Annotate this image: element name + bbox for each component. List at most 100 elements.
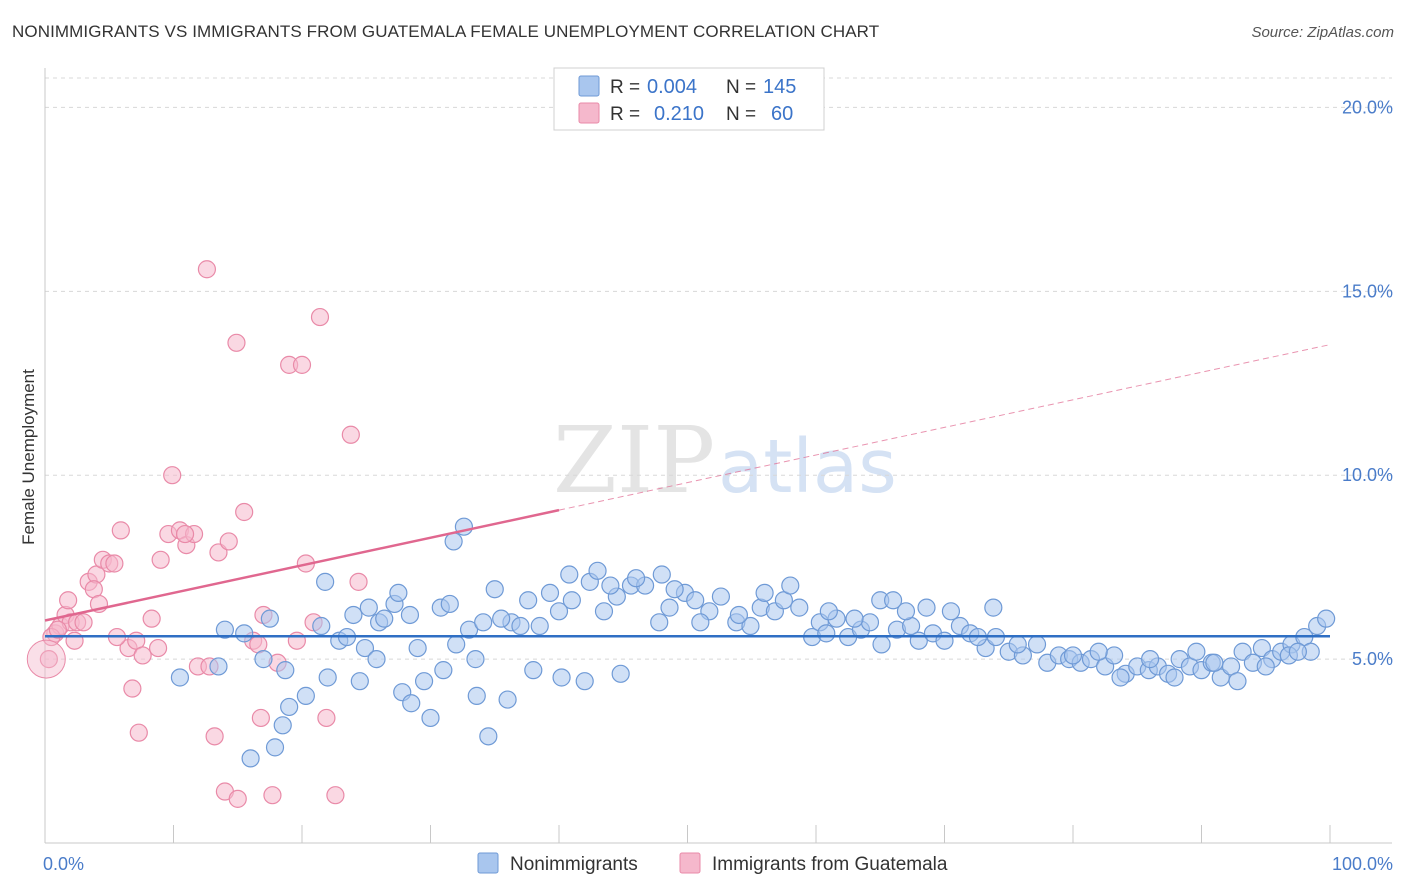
nonimmigrant-point	[444, 532, 463, 551]
nonimmigrant-point	[344, 605, 363, 625]
guatemala-point	[317, 708, 336, 728]
guatemala-point	[205, 727, 224, 746]
guatemala-point	[219, 532, 238, 551]
guatemala-point	[129, 723, 148, 742]
bottom-legend-swatch-guatemala	[679, 852, 701, 874]
y-tick-label: 20.0%	[1342, 97, 1393, 117]
guatemala-point	[48, 620, 67, 639]
bottom-legend-swatch-nonimmigrants	[477, 852, 499, 874]
gridlines	[45, 77, 1392, 660]
legend-r-label-nonimmigrants: R =	[610, 77, 640, 98]
guatemala-point	[133, 646, 152, 665]
legend-n-label-guatemala: N =	[726, 104, 756, 125]
nonimmigrant-point	[691, 613, 710, 632]
y-axis-label: Female Unemployment	[19, 369, 38, 545]
nonimmigrant-point	[872, 635, 891, 654]
x-tick-labels: 0.0% 100.0%	[43, 854, 1393, 874]
nonimmigrant-point	[519, 591, 538, 610]
legend-n-label-nonimmigrants: N =	[726, 77, 756, 98]
nonimmigrant-point	[729, 605, 749, 625]
nonimmigrant-point	[467, 686, 486, 705]
guatemala-point	[175, 524, 195, 544]
nonimmigrant-point	[1228, 672, 1247, 691]
guatemala-point	[105, 554, 124, 573]
guatemala-point	[163, 466, 182, 485]
nonimmigrant-point	[660, 598, 679, 617]
nonimmigrant-point	[817, 624, 836, 643]
guatemala-point	[65, 631, 84, 650]
trend-line-guatemala	[44, 508, 560, 622]
nonimmigrant-point	[741, 616, 760, 636]
legend-swatch-guatemala	[578, 102, 600, 124]
nonimmigrant-point	[367, 650, 386, 669]
nonimmigrant-point	[935, 631, 954, 650]
guatemala-point	[123, 679, 142, 698]
guatemala-point	[228, 789, 247, 808]
watermark: ZIP atlas	[553, 407, 897, 514]
guatemala-point	[142, 609, 161, 628]
nonimmigrant-point	[686, 591, 705, 610]
nonimmigrant-point	[447, 635, 466, 654]
nonimmigrant-point	[434, 661, 453, 680]
nonimmigrant-point	[1288, 642, 1307, 661]
nonimmigrant-point	[215, 620, 234, 639]
nonimmigrant-point	[1317, 609, 1336, 628]
legend-r-value-guatemala: 0.210	[654, 103, 704, 125]
nonimmigrant-point	[790, 598, 809, 617]
nonimmigrant-point	[1105, 646, 1124, 665]
guatemala-point-large	[26, 639, 66, 679]
guatemala-point	[251, 708, 270, 728]
nonimmigrant-point	[350, 672, 369, 691]
stats-legend: R = 0.004 N = 145 R = 0.210 N = 60	[553, 67, 825, 131]
guatemala-point	[310, 307, 330, 327]
watermark-atlas: atlas	[718, 424, 897, 510]
nonimmigrant-point	[575, 672, 594, 691]
guatemala-point	[74, 613, 93, 632]
nonimmigrant-point	[1165, 668, 1184, 687]
guatemala-point	[263, 786, 282, 805]
nonimmigrant-point	[400, 605, 420, 625]
legend-r-label-guatemala: R =	[610, 104, 640, 125]
y-tick-labels: 5.0% 10.0% 15.0% 20.0%	[1342, 97, 1393, 669]
series-immigrants-guatemala	[26, 260, 368, 808]
y-tick-label: 15.0%	[1342, 281, 1393, 301]
nonimmigrant-point	[819, 602, 838, 621]
nonimmigrant-point	[524, 661, 543, 680]
nonimmigrant-point	[1008, 635, 1027, 654]
nonimmigrant-point	[755, 583, 774, 603]
nonimmigrant-point	[318, 668, 337, 687]
bottom-legend-guatemala: Immigrants from Guatemala	[712, 854, 948, 875]
nonimmigrant-point	[540, 583, 560, 603]
nonimmigrant-point	[511, 616, 530, 636]
nonimmigrant-point	[241, 749, 260, 768]
nonimmigrant-point	[860, 613, 880, 632]
y-tick-label: 10.0%	[1342, 465, 1393, 485]
chart-title: NONIMMIGRANTS VS IMMIGRANTS FROM GUATEMA…	[12, 22, 880, 41]
nonimmigrant-point	[665, 580, 684, 599]
nonimmigrant-point	[652, 565, 671, 584]
nonimmigrant-point	[485, 580, 504, 599]
nonimmigrant-point	[273, 716, 292, 735]
trend-lines	[44, 344, 1331, 638]
guatemala-point	[227, 333, 246, 352]
legend-swatch-nonimmigrants	[578, 75, 600, 97]
nonimmigrant-point	[650, 613, 669, 632]
guatemala-point	[59, 591, 78, 610]
nonimmigrant-point	[560, 565, 579, 584]
nonimmigrant-point	[549, 602, 569, 621]
x-tick-label-max: 100.0%	[1332, 854, 1393, 874]
nonimmigrant-point	[440, 594, 459, 614]
nonimmigrant-point	[474, 613, 493, 632]
y-tick-label: 5.0%	[1352, 649, 1393, 669]
guatemala-point	[341, 425, 360, 444]
nonimmigrant-point	[1089, 642, 1108, 661]
guatemala-point	[111, 521, 130, 540]
nonimmigrant-point	[1063, 646, 1083, 665]
source-label: Source: ZipAtlas.com	[1251, 24, 1394, 41]
nonimmigrant-point	[375, 609, 394, 628]
nonimmigrant-point	[626, 569, 646, 588]
guatemala-point	[197, 260, 217, 279]
legend-r-value-nonimmigrants: 0.004	[647, 76, 697, 98]
nonimmigrant-point	[389, 583, 408, 603]
guatemala-point	[287, 631, 306, 650]
